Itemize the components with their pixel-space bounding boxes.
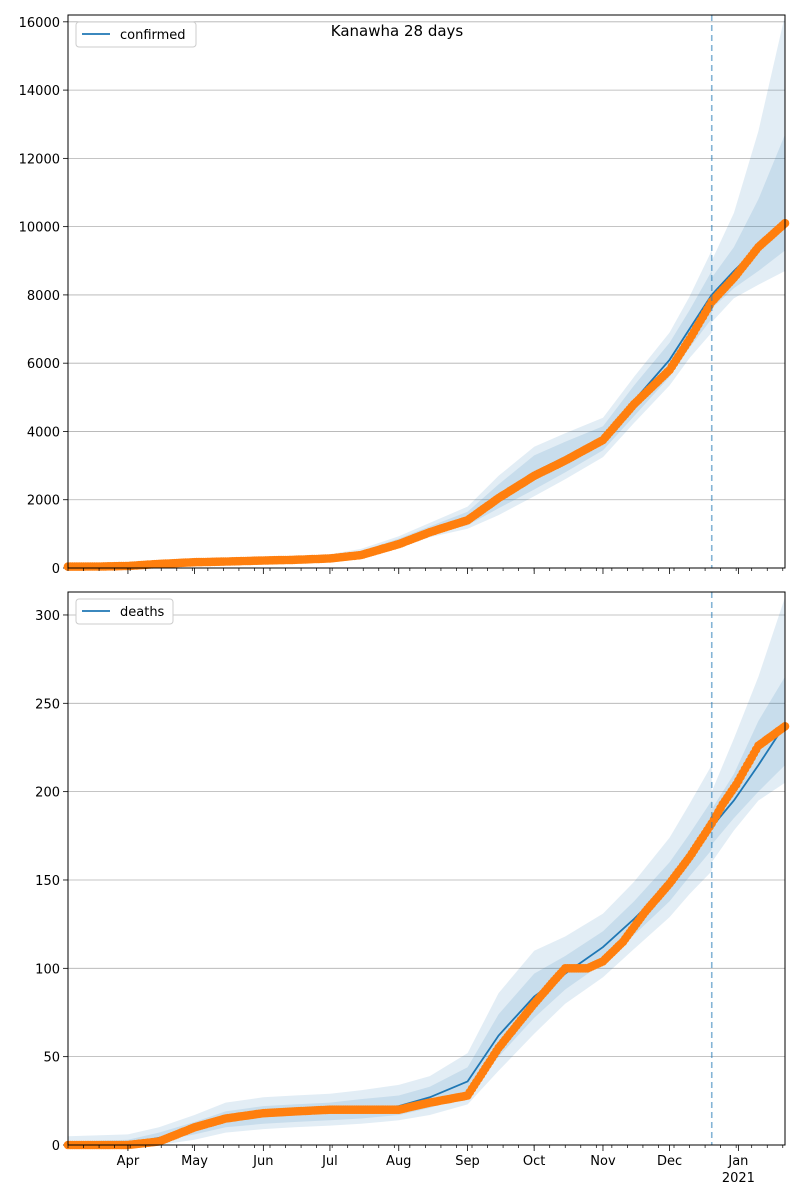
x-tick-label: Sep xyxy=(455,1154,480,1169)
x-tick-label: Dec xyxy=(657,1154,682,1169)
confidence-band xyxy=(68,250,712,568)
y-tick-label: 300 xyxy=(35,609,60,624)
y-tick-label: 6000 xyxy=(27,357,60,372)
y-tick-label: 150 xyxy=(35,874,60,889)
confidence-band xyxy=(68,800,712,1145)
legend-box xyxy=(75,21,197,48)
plot-frame xyxy=(67,591,786,1146)
y-tick-label: 50 xyxy=(43,1051,60,1066)
legend-label: deaths xyxy=(120,605,165,620)
y-tick-label: 16000 xyxy=(19,16,60,31)
y-tick-label: 0 xyxy=(52,562,60,577)
confirmed-panel: 0 2000 4000 6000 8000 10000 12000 14000 16000 Kan… xyxy=(19,14,790,577)
x-tick-sublabel: 2021 xyxy=(722,1171,755,1186)
y-tick-label: 2000 xyxy=(27,494,60,509)
x-tick-label: Jul xyxy=(321,1154,338,1169)
y-tick-label: 200 xyxy=(35,786,60,801)
x-tick-label: May xyxy=(181,1154,208,1169)
legend-label: confirmed xyxy=(120,28,186,43)
confidence-band xyxy=(68,271,712,568)
x-tick-label: Nov xyxy=(590,1154,616,1169)
y-tick-label: 100 xyxy=(35,962,60,977)
y-tick-label: 12000 xyxy=(19,152,60,167)
y-tick-label: 0 xyxy=(52,1139,60,1154)
y-tick-label: 8000 xyxy=(27,289,60,304)
deaths-panel: 0 50 100 150 200 250 300 Apr May Jun Jul Aug Sep Oct N… xyxy=(35,591,790,1186)
x-tick-label: Oct xyxy=(523,1154,545,1169)
x-tick-label: Apr xyxy=(117,1154,140,1169)
x-tick-label: Aug xyxy=(386,1154,411,1169)
y-tick-label: 10000 xyxy=(19,221,60,236)
x-tick-label: Jan xyxy=(727,1154,748,1169)
confidence-band xyxy=(711,15,785,323)
x-tick-label: Jun xyxy=(252,1154,273,1169)
plot-frame xyxy=(67,14,786,569)
y-tick-label: 250 xyxy=(35,697,60,712)
series-line xyxy=(711,724,786,828)
legend-box xyxy=(75,598,174,625)
confidence-band xyxy=(711,134,785,309)
confidence-band xyxy=(68,765,712,1145)
y-tick-label: 4000 xyxy=(27,425,60,440)
chart-title: Kanawha 28 days xyxy=(331,22,464,40)
y-tick-label: 14000 xyxy=(19,84,60,99)
